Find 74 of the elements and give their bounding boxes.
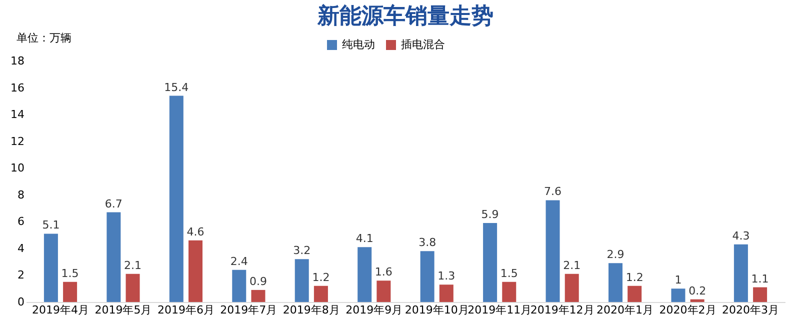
y-tick-label: 0 xyxy=(18,296,24,308)
x-tick-label: 2019年6月 xyxy=(157,304,214,316)
y-tick-label: 14 xyxy=(10,108,24,122)
data-label: 1.1 xyxy=(751,272,769,286)
data-label: 1 xyxy=(674,274,682,287)
bar xyxy=(734,244,748,302)
x-tick-label: 2019年10月 xyxy=(404,304,469,316)
bar xyxy=(232,270,246,302)
legend-label: 纯电动 xyxy=(342,38,375,51)
bar xyxy=(126,274,140,302)
y-tick-label: 16 xyxy=(10,81,24,94)
bar xyxy=(314,286,328,302)
bar xyxy=(608,263,622,302)
bar xyxy=(502,282,516,302)
bar xyxy=(546,200,560,302)
x-tick-label: 2019年12月 xyxy=(530,304,594,316)
bar xyxy=(251,290,266,302)
chart-title: 新能源车销量走势 xyxy=(316,3,494,29)
data-label: 1.2 xyxy=(312,270,330,284)
data-label: 1.6 xyxy=(374,266,392,279)
x-tick-label: 2019年4月 xyxy=(32,304,89,316)
data-label: 15.4 xyxy=(164,80,189,94)
y-tick-label: 6 xyxy=(18,215,24,228)
y-tick-label: 2 xyxy=(18,268,24,282)
data-label: 1.5 xyxy=(61,266,79,280)
bar xyxy=(106,212,121,302)
bar xyxy=(169,96,184,302)
y-tick-label: 18 xyxy=(10,54,24,68)
data-label: 0.2 xyxy=(688,284,706,298)
data-label: 2.1 xyxy=(124,258,142,272)
data-label: 4.1 xyxy=(356,232,374,246)
bar xyxy=(376,280,391,302)
bar xyxy=(564,274,579,302)
y-axis-title: 单位：万辆 xyxy=(16,32,72,44)
bar xyxy=(439,284,454,302)
data-label: 2.1 xyxy=(563,258,581,272)
x-tick-label: 2019年11月 xyxy=(468,304,532,316)
bar xyxy=(420,251,434,302)
data-label: 1.3 xyxy=(438,270,456,283)
data-label: 7.6 xyxy=(544,185,562,198)
bar xyxy=(690,299,704,302)
bar xyxy=(358,247,372,302)
bar xyxy=(63,282,78,302)
y-tick-label: 4 xyxy=(18,242,24,255)
bar xyxy=(294,259,309,302)
data-label: 3.8 xyxy=(418,236,436,250)
x-tick-label: 2019年7月 xyxy=(220,304,278,316)
x-tick-label: 2020年3月 xyxy=(722,304,779,316)
x-tick-label: 2020年2月 xyxy=(659,304,716,316)
data-label: 5.1 xyxy=(42,218,60,232)
y-tick-label: 8 xyxy=(18,188,24,202)
y-tick-label: 10 xyxy=(10,162,24,175)
data-label: 4.3 xyxy=(732,229,750,242)
y-tick-label: 12 xyxy=(10,134,24,148)
data-label: 5.9 xyxy=(481,208,499,222)
x-tick-label: 2020年1月 xyxy=(596,304,654,316)
x-tick-label: 2019年9月 xyxy=(346,304,403,316)
bar xyxy=(753,287,768,302)
data-label: 3.2 xyxy=(293,244,311,258)
bar xyxy=(671,288,686,302)
data-label: 0.9 xyxy=(249,274,267,288)
x-tick-label: 2019年5月 xyxy=(94,304,152,316)
data-label: 2.4 xyxy=(230,254,248,268)
bar xyxy=(628,286,642,302)
data-label: 6.7 xyxy=(104,197,122,210)
data-label: 1.5 xyxy=(500,266,518,280)
bar xyxy=(483,223,498,302)
data-label: 2.9 xyxy=(606,248,624,262)
bar xyxy=(44,234,58,302)
data-label: 4.6 xyxy=(186,225,204,238)
legend-label: 插电混合 xyxy=(401,38,445,51)
bar xyxy=(188,240,202,302)
x-tick-label: 2019年8月 xyxy=(282,304,340,316)
data-label: 1.2 xyxy=(626,270,644,284)
